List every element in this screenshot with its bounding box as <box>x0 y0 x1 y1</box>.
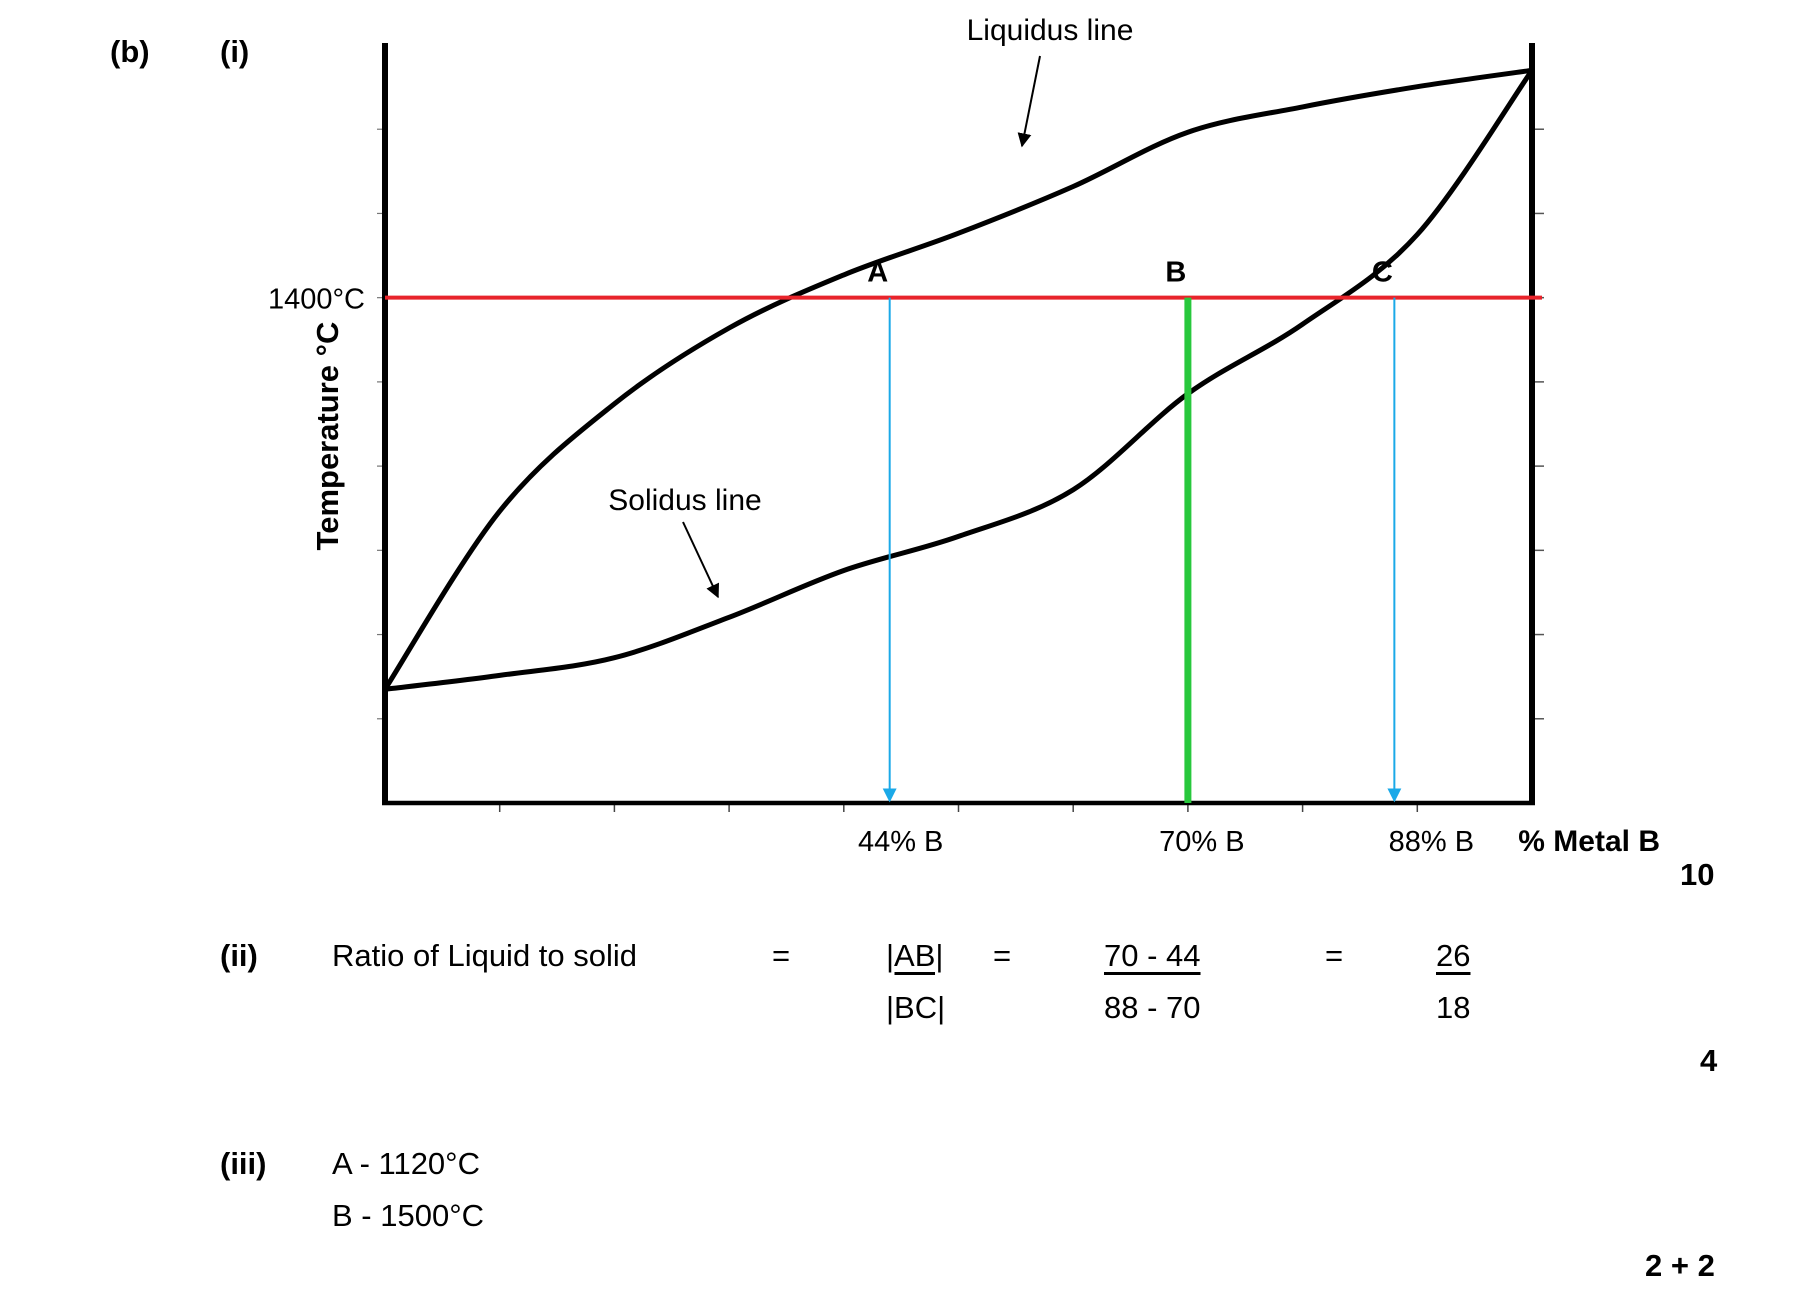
subpart-iii-label: (iii) <box>220 1146 267 1181</box>
fraction-1-numerator: |AB| <box>886 938 944 973</box>
answer-a: A - 1120°C <box>332 1146 480 1181</box>
solidus-line <box>382 67 1535 692</box>
equals-sign-1: = <box>772 938 791 973</box>
fraction-1-denominator: |BC| <box>886 990 946 1025</box>
x-axis-label: % Metal B <box>1518 825 1660 858</box>
point-label-c: C <box>1372 257 1393 289</box>
y-axis-label: Temperature °C <box>310 322 345 551</box>
liquidus-annotation-arrow <box>1017 55 1041 148</box>
solidus-annotation: Solidus line <box>608 484 761 517</box>
fraction-2-numerator: 70 - 44 <box>1104 938 1201 973</box>
liquidus-line <box>382 67 1535 692</box>
liquidus-annotation: Liquidus line <box>967 14 1134 47</box>
fraction-3-numerator: 26 <box>1436 938 1471 973</box>
composition-label: 70% B <box>1159 826 1244 858</box>
phase-diagram-chart: 1400°C 70% B 44% B 88% B A B C % Metal B Tempera… <box>268 14 1660 858</box>
point-label-a: A <box>867 257 888 289</box>
drop-label-2: 88% B <box>1389 826 1474 858</box>
part-label: (b) <box>110 34 150 69</box>
marks-i: 10 <box>1680 857 1715 892</box>
subpart-i-label: (i) <box>220 34 250 69</box>
fraction-2-denominator: 88 - 70 <box>1104 990 1201 1025</box>
isotherm-label: 1400°C <box>268 284 365 316</box>
point-label-b: B <box>1165 257 1186 289</box>
marks-iii: 2 + 2 <box>1645 1248 1715 1283</box>
equals-sign-3: = <box>1325 938 1344 973</box>
drop-label-1: 44% B <box>858 826 943 858</box>
equals-sign-2: = <box>993 938 1012 973</box>
ratio-label: Ratio of Liquid to solid <box>332 938 638 973</box>
marks-ii: 4 <box>1700 1043 1718 1078</box>
answer-b: B - 1500°C <box>332 1198 484 1233</box>
fraction-3-denominator: 18 <box>1436 990 1471 1025</box>
solidus-annotation-arrow <box>682 521 720 599</box>
subpart-ii-label: (ii) <box>220 938 258 973</box>
